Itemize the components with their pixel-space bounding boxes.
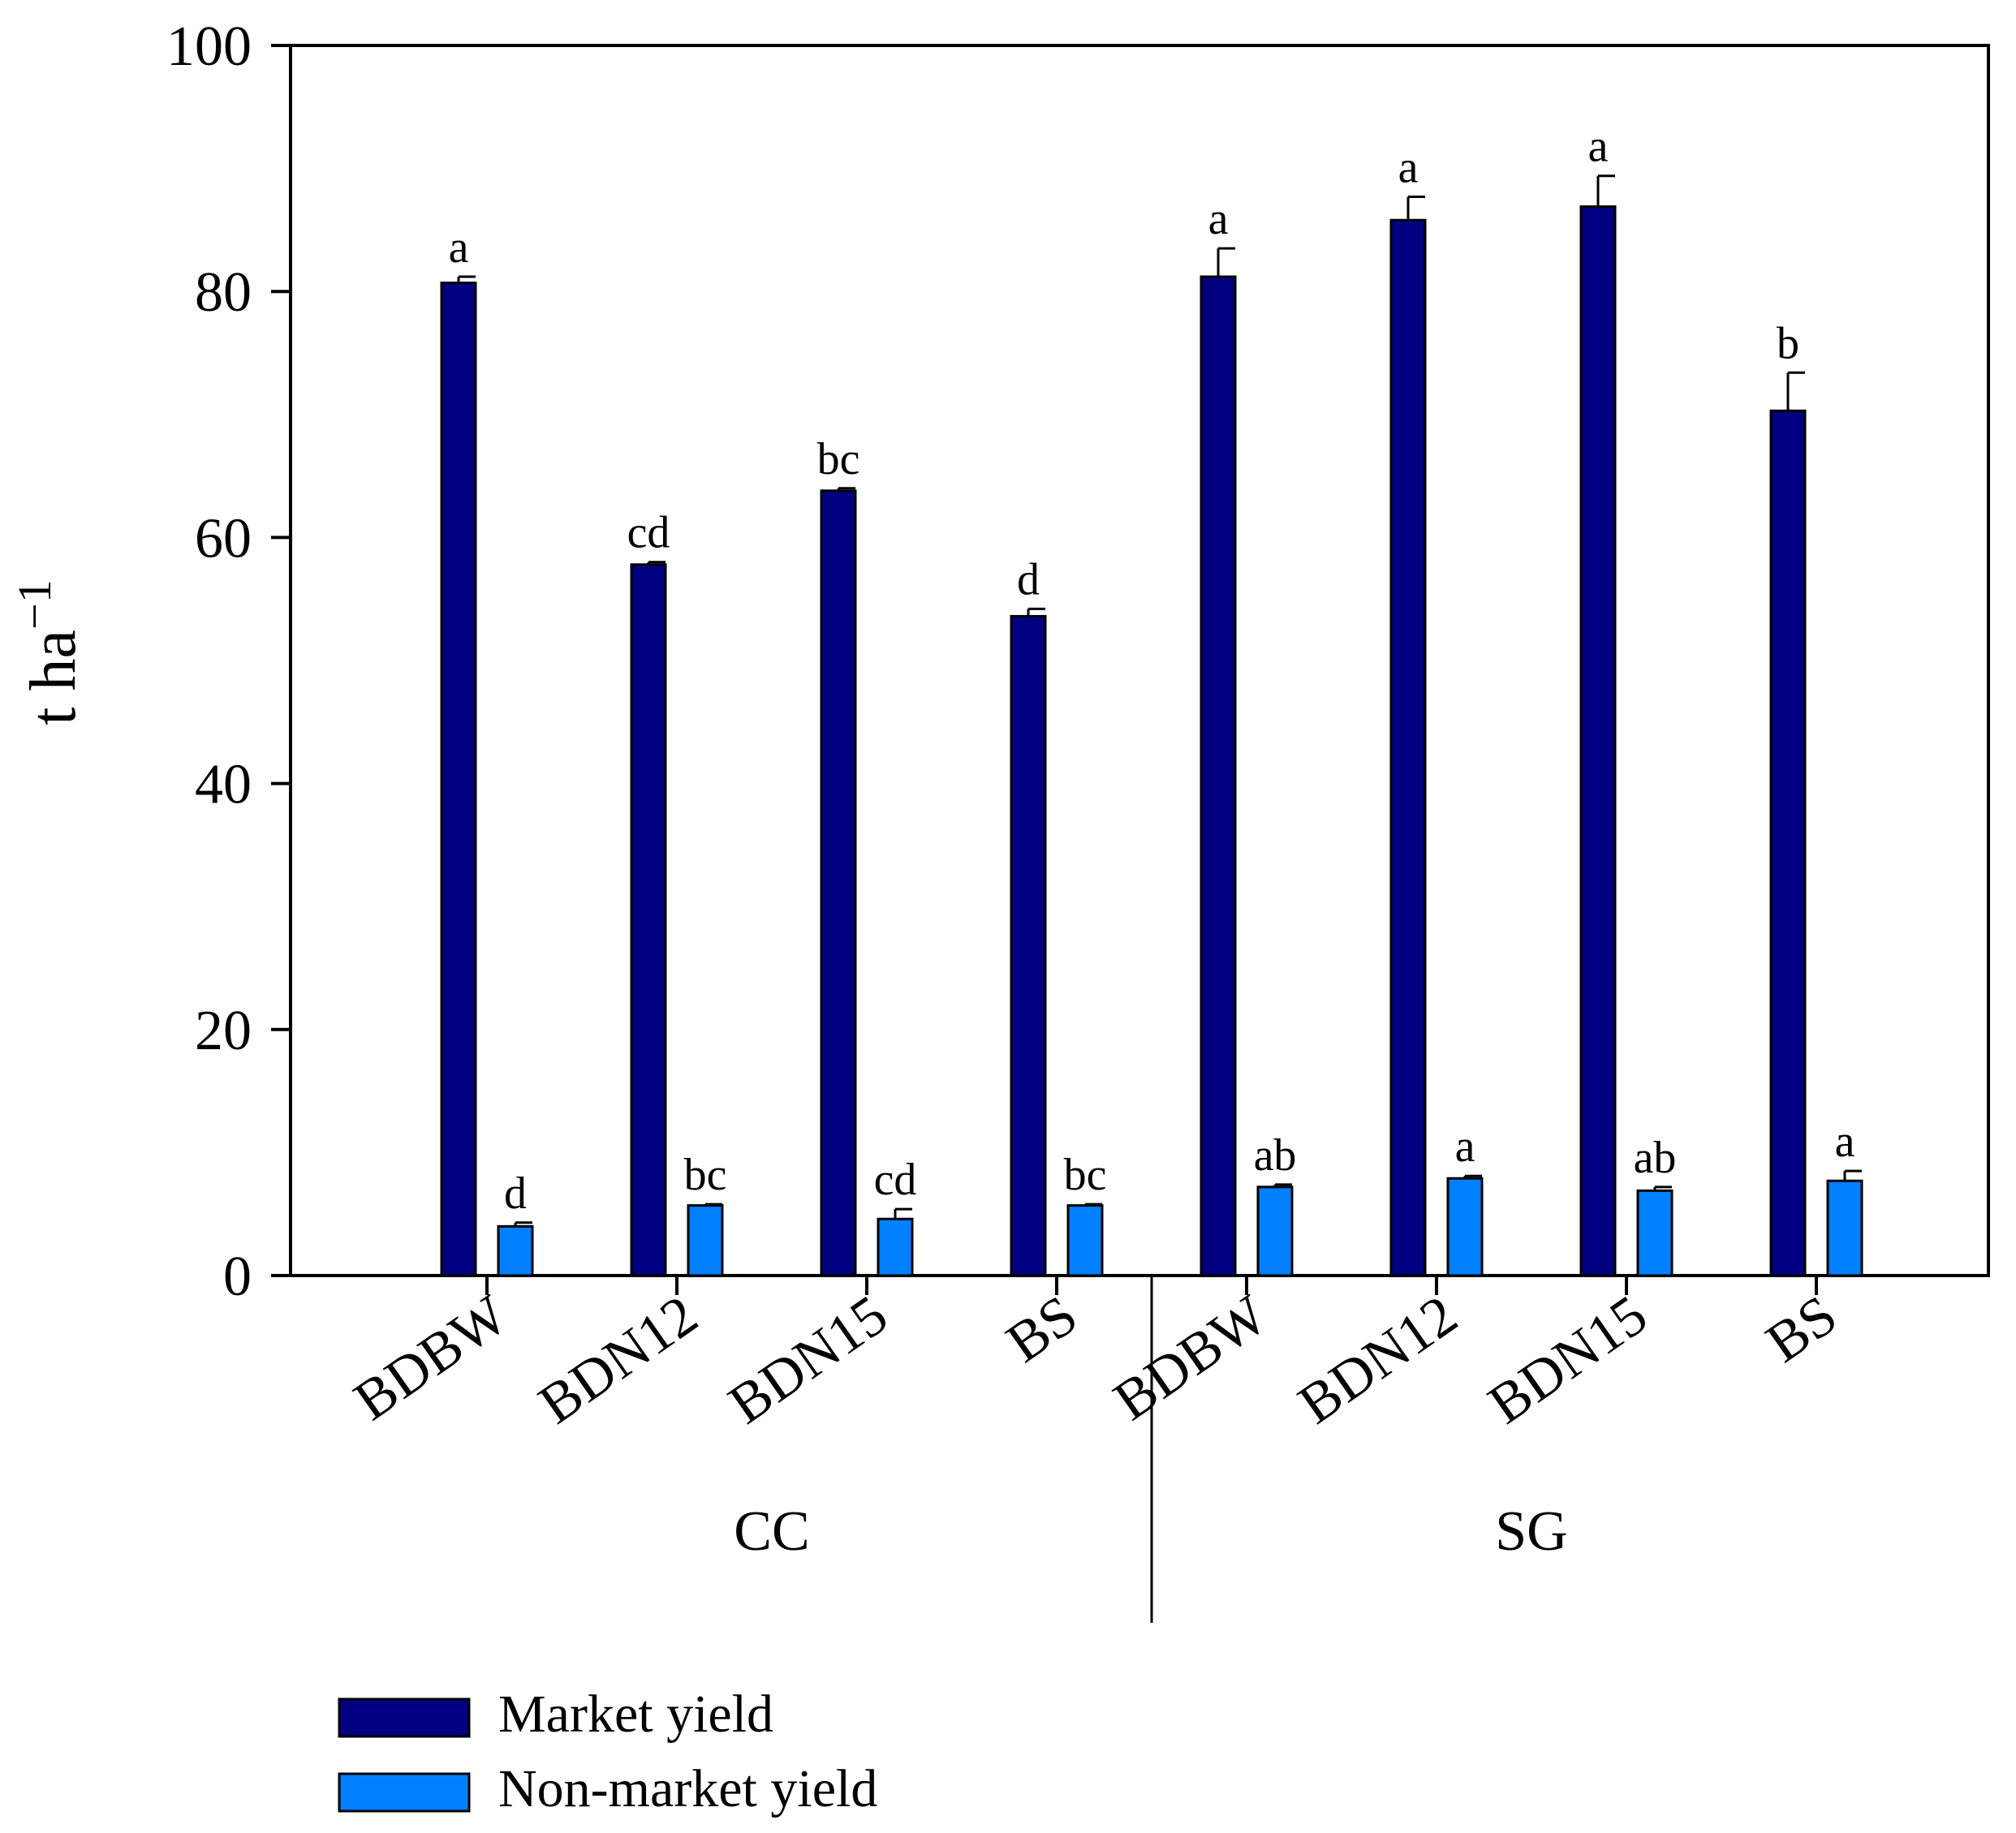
legend: Market yield Non-market yield bbox=[338, 1685, 877, 1818]
legend-swatch bbox=[338, 1772, 471, 1813]
bar bbox=[1446, 1177, 1484, 1277]
y-tick-label: 80 bbox=[195, 261, 252, 324]
significance-label: b bbox=[1777, 318, 1799, 368]
x-tick-label: BDBW bbox=[1103, 1284, 1278, 1433]
legend-label: Market yield bbox=[498, 1685, 773, 1744]
y-axis: 0 20 40 60 80 100 bbox=[166, 15, 291, 1308]
legend-swatch bbox=[338, 1697, 471, 1738]
bar bbox=[820, 489, 857, 1277]
y-tick-label: 20 bbox=[195, 1000, 252, 1062]
significance-label: a bbox=[1455, 1121, 1475, 1172]
bar bbox=[1769, 409, 1807, 1277]
y-axis-label-exponent: −1 bbox=[8, 579, 61, 630]
bar bbox=[630, 563, 667, 1277]
x-tick-label: BS bbox=[1755, 1284, 1848, 1375]
bar bbox=[1010, 614, 1047, 1277]
x-tick-label: BS bbox=[996, 1284, 1088, 1375]
bar bbox=[440, 282, 477, 1277]
x-tick-label: BDN15 bbox=[718, 1284, 899, 1436]
bars: a d cd bc bc cd d bc a ab a a a ab b a bbox=[440, 122, 1863, 1277]
significance-label: a bbox=[1208, 194, 1229, 244]
x-tick-label: BDN12 bbox=[528, 1284, 709, 1436]
bar bbox=[1066, 1204, 1104, 1277]
bar bbox=[1636, 1189, 1674, 1277]
bar bbox=[1389, 218, 1427, 1277]
significance-label: a bbox=[449, 222, 469, 273]
significance-label: bc bbox=[1064, 1150, 1107, 1200]
bar bbox=[1200, 275, 1237, 1277]
bar bbox=[877, 1217, 914, 1277]
significance-label: ab bbox=[1634, 1133, 1677, 1183]
y-tick-label: 100 bbox=[166, 15, 252, 78]
bar bbox=[1826, 1179, 1863, 1277]
legend-label: Non-market yield bbox=[498, 1759, 877, 1818]
significance-label: cd bbox=[627, 508, 670, 558]
x-tick-label: BDN12 bbox=[1288, 1284, 1469, 1436]
group-label: CC bbox=[734, 1500, 809, 1563]
y-axis-label: t ha−1 bbox=[8, 579, 89, 725]
bar bbox=[687, 1204, 724, 1277]
bar bbox=[1256, 1185, 1294, 1277]
significance-label: ab bbox=[1254, 1130, 1297, 1181]
y-tick-label: 40 bbox=[195, 754, 252, 816]
plot-frame bbox=[289, 44, 1990, 1277]
x-tick-label: BDBW bbox=[343, 1284, 519, 1433]
significance-label: bc bbox=[684, 1150, 727, 1200]
x-tick-label: BDN15 bbox=[1478, 1284, 1659, 1436]
significance-label: d bbox=[1017, 554, 1040, 605]
y-tick-label: 0 bbox=[223, 1246, 252, 1308]
y-axis-label-unit: t ha bbox=[18, 630, 89, 725]
bar bbox=[1579, 205, 1617, 1277]
bar bbox=[497, 1224, 534, 1277]
significance-label: a bbox=[1835, 1117, 1855, 1167]
significance-label: cd bbox=[874, 1155, 917, 1205]
significance-label: bc bbox=[817, 434, 860, 484]
significance-label: a bbox=[1398, 142, 1419, 192]
significance-label: d bbox=[504, 1168, 527, 1219]
significance-label: a bbox=[1588, 122, 1609, 172]
group-label: SG bbox=[1495, 1500, 1567, 1563]
y-tick-label: 60 bbox=[195, 507, 252, 570]
